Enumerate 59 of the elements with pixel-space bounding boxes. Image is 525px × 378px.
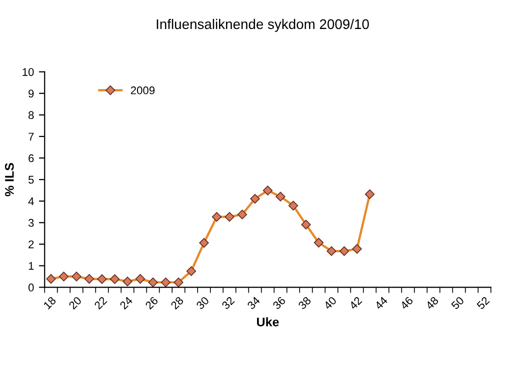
point bbox=[84, 274, 94, 284]
y-tick-label: 5 bbox=[28, 176, 34, 184]
x-tick-label: 34 bbox=[246, 296, 261, 310]
x-tick-label: 24 bbox=[119, 296, 133, 310]
point bbox=[314, 238, 324, 248]
point bbox=[46, 274, 56, 284]
y-tick-label: 10 bbox=[22, 68, 34, 76]
y-tick-label: 6 bbox=[28, 154, 34, 162]
point bbox=[110, 274, 120, 284]
point bbox=[237, 210, 248, 220]
point bbox=[326, 246, 336, 256]
point bbox=[288, 200, 298, 210]
point bbox=[276, 192, 286, 202]
x-tick-label: 28 bbox=[170, 296, 184, 310]
point bbox=[160, 277, 171, 288]
x-tick-label: 32 bbox=[221, 296, 235, 310]
x-tick-label: 48 bbox=[425, 296, 439, 310]
x-tick-label: 40 bbox=[323, 296, 337, 310]
x-tick-label: 38 bbox=[298, 296, 312, 310]
legend-label: 2009 bbox=[130, 86, 155, 94]
x-tick-label: 44 bbox=[374, 296, 388, 310]
point bbox=[212, 212, 222, 222]
point bbox=[148, 277, 158, 288]
point bbox=[97, 274, 107, 284]
point bbox=[224, 212, 234, 222]
point bbox=[135, 274, 146, 284]
x-axis-title: Uke bbox=[257, 317, 279, 326]
point bbox=[199, 238, 209, 248]
point bbox=[122, 276, 132, 286]
y-axis-title: % ILS bbox=[4, 163, 14, 196]
point bbox=[250, 194, 260, 204]
x-tick-label: 26 bbox=[144, 296, 158, 310]
x-tick-label: 52 bbox=[476, 296, 490, 310]
x-tick-label: 22 bbox=[94, 296, 108, 310]
x-tick-label: 50 bbox=[450, 296, 464, 310]
y-tick-label: 2 bbox=[28, 240, 34, 248]
point bbox=[339, 246, 350, 256]
point bbox=[58, 272, 69, 282]
point bbox=[174, 277, 184, 288]
point bbox=[72, 272, 82, 282]
x-tick-label: 30 bbox=[196, 296, 210, 310]
point bbox=[301, 220, 311, 230]
point bbox=[364, 189, 375, 200]
y-tick-label: 8 bbox=[28, 111, 34, 120]
y-tick-label: 3 bbox=[28, 218, 34, 227]
x-tick-label: 20 bbox=[68, 296, 82, 310]
y-tick-label: 0 bbox=[28, 284, 34, 292]
x-tick-label: 36 bbox=[272, 296, 286, 310]
y-tick-label: 9 bbox=[28, 90, 34, 98]
x-tick-label: 42 bbox=[348, 296, 362, 310]
x-tick-label: 18 bbox=[43, 296, 56, 310]
point bbox=[186, 266, 196, 276]
point bbox=[352, 244, 362, 254]
chart-title: Influensaliknende sykdom 2009/10 bbox=[156, 18, 369, 32]
point bbox=[262, 186, 273, 196]
y-tick-label: 4 bbox=[28, 197, 34, 206]
x-tick-label: 46 bbox=[400, 296, 414, 310]
y-tick-label: 7 bbox=[28, 132, 34, 140]
y-tick-label: 1 bbox=[28, 262, 34, 270]
